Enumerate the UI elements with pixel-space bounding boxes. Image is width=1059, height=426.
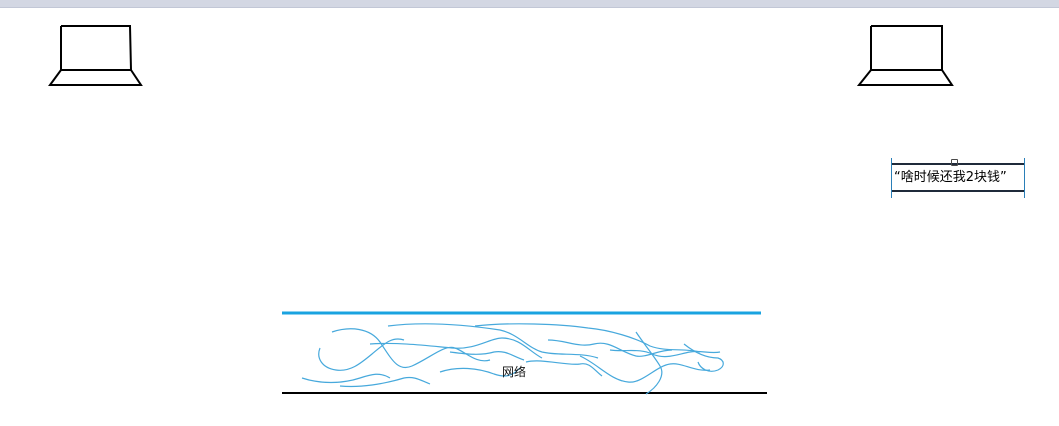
scribble-13: [449, 351, 525, 361]
scribble-1: [331, 328, 491, 369]
scribble-3: [474, 323, 701, 353]
laptop-icon-left: [40, 24, 150, 94]
network-scribbles: [301, 323, 724, 395]
network-diagram: [280, 308, 770, 402]
scribble-6: [369, 337, 543, 359]
scribble-14: [609, 349, 721, 358]
laptop-icon-right: [850, 24, 960, 94]
scribble-4: [318, 338, 405, 371]
scribble-5: [301, 373, 391, 384]
scribble-11: [635, 331, 663, 395]
selection-handle-left[interactable]: [891, 158, 892, 198]
network-pipe: [282, 311, 767, 395]
scribble-12: [683, 343, 724, 372]
scribble-15: [339, 376, 431, 388]
scribble-2: [387, 323, 599, 359]
laptop-icon: [48, 25, 143, 86]
message-textbox[interactable]: “啥时候还我2块钱”: [891, 158, 1025, 198]
selection-handle-right[interactable]: [1024, 158, 1025, 198]
scribble-8: [579, 355, 711, 383]
network-label: 网络: [502, 365, 527, 379]
laptop-icon: [856, 25, 954, 86]
move-handle-icon[interactable]: [951, 159, 958, 166]
scribble-9: [525, 360, 603, 377]
message-text: “啥时候还我2块钱”: [894, 170, 1007, 185]
scribble-10: [439, 367, 521, 377]
window-top-bar: [0, 0, 1059, 8]
